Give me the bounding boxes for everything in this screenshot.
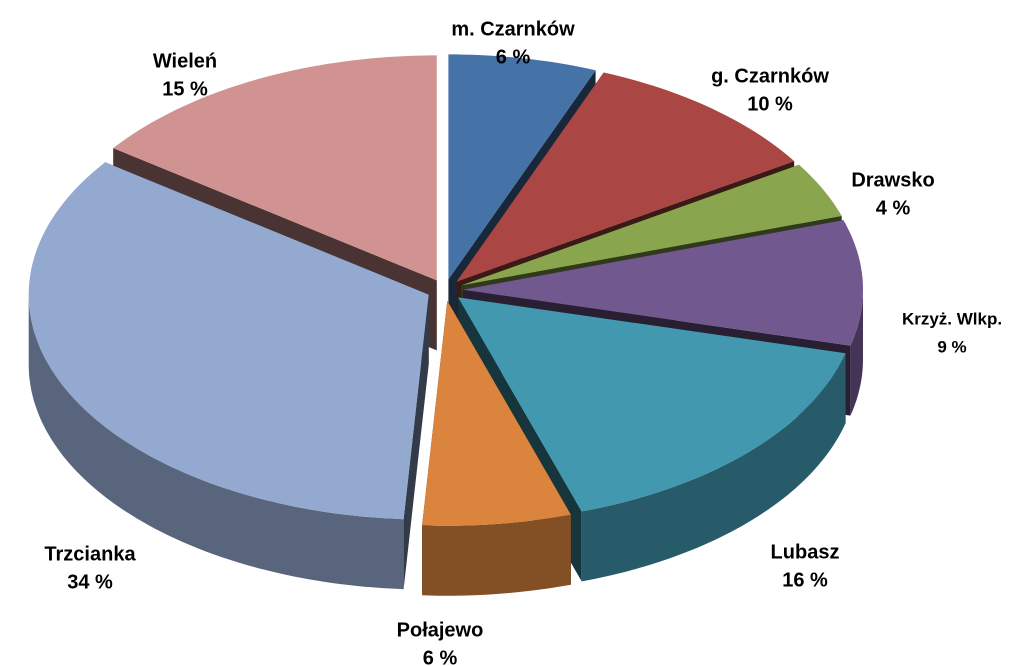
slice-side bbox=[581, 353, 846, 582]
value-label: 4 % bbox=[876, 197, 911, 219]
slice-top bbox=[463, 220, 863, 346]
value-label: 6 % bbox=[496, 46, 531, 68]
category-label: m. Czarnków bbox=[451, 18, 575, 40]
slice-top bbox=[28, 162, 429, 520]
slice bbox=[28, 162, 429, 590]
value-label: 10 % bbox=[747, 93, 793, 115]
slice-wall bbox=[403, 294, 429, 590]
value-label: 6 % bbox=[423, 647, 458, 666]
category-label: Trzcianka bbox=[44, 543, 136, 565]
slice-top bbox=[113, 55, 437, 281]
slice bbox=[422, 300, 571, 596]
slice-top bbox=[448, 54, 596, 280]
category-label: Lubasz bbox=[771, 541, 840, 563]
category-label: Wieleń bbox=[153, 50, 217, 72]
value-label: 34 % bbox=[67, 571, 113, 593]
category-label: Krzyż. Wlkp. bbox=[902, 309, 1002, 328]
slice-top bbox=[461, 164, 842, 286]
slice-top bbox=[458, 297, 846, 512]
value-label: 9 % bbox=[937, 337, 966, 356]
value-label: 15 % bbox=[162, 78, 208, 100]
slice-side bbox=[28, 294, 404, 590]
slice-side bbox=[850, 289, 863, 416]
value-label: 16 % bbox=[782, 569, 828, 591]
category-label: Połajewo bbox=[397, 619, 484, 641]
slice-side bbox=[422, 514, 571, 596]
slice-top bbox=[456, 72, 795, 282]
category-label: Drawsko bbox=[851, 169, 934, 191]
slice-top bbox=[422, 300, 571, 526]
category-label: g. Czarnków bbox=[711, 65, 829, 87]
